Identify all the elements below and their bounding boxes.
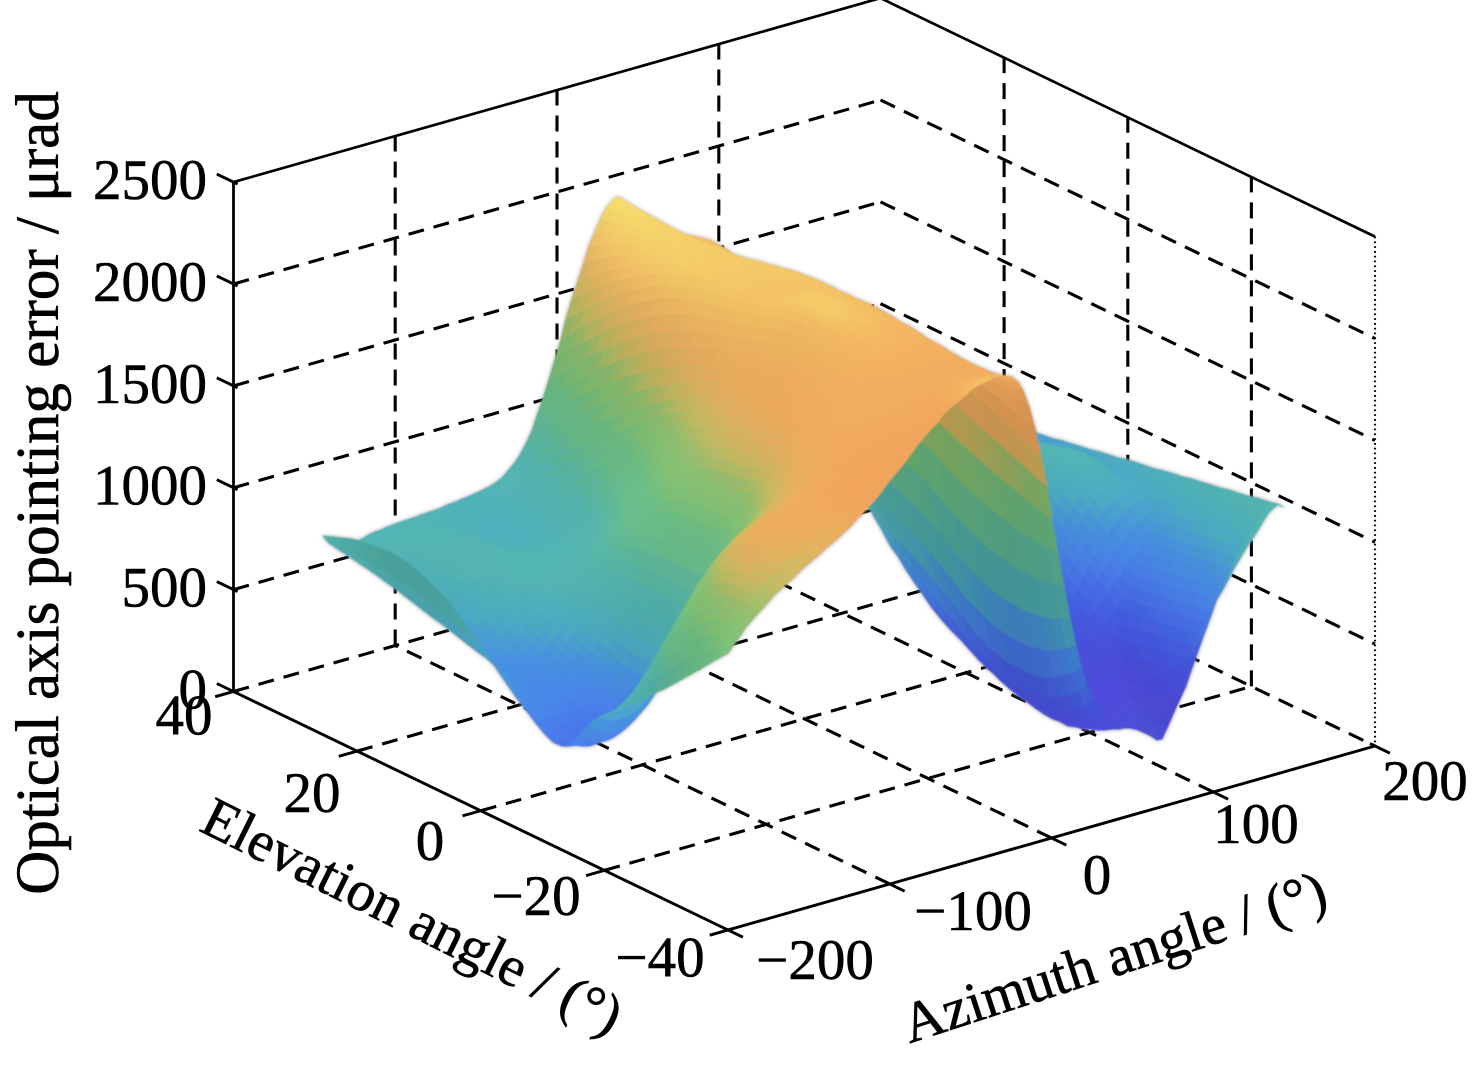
svg-text:200: 200 xyxy=(1382,750,1468,813)
svg-text:1500: 1500 xyxy=(93,353,207,416)
svg-text:2500: 2500 xyxy=(93,149,207,212)
svg-text:−100: −100 xyxy=(914,880,1032,943)
svg-text:0: 0 xyxy=(416,810,445,873)
svg-text:20: 20 xyxy=(284,762,341,825)
svg-text:Optical axis pointing error /: Optical axis pointing error / μrad xyxy=(5,91,72,894)
svg-text:0: 0 xyxy=(179,659,208,722)
svg-text:40: 40 xyxy=(156,685,213,748)
svg-text:1000: 1000 xyxy=(93,455,207,518)
svg-text:0: 0 xyxy=(1083,844,1112,907)
svg-text:500: 500 xyxy=(122,557,208,620)
svg-text:−200: −200 xyxy=(756,929,874,992)
svg-text:100: 100 xyxy=(1213,793,1299,856)
svg-text:2000: 2000 xyxy=(93,251,207,314)
svg-text:−20: −20 xyxy=(491,865,580,928)
svg-text:−40: −40 xyxy=(615,927,704,990)
